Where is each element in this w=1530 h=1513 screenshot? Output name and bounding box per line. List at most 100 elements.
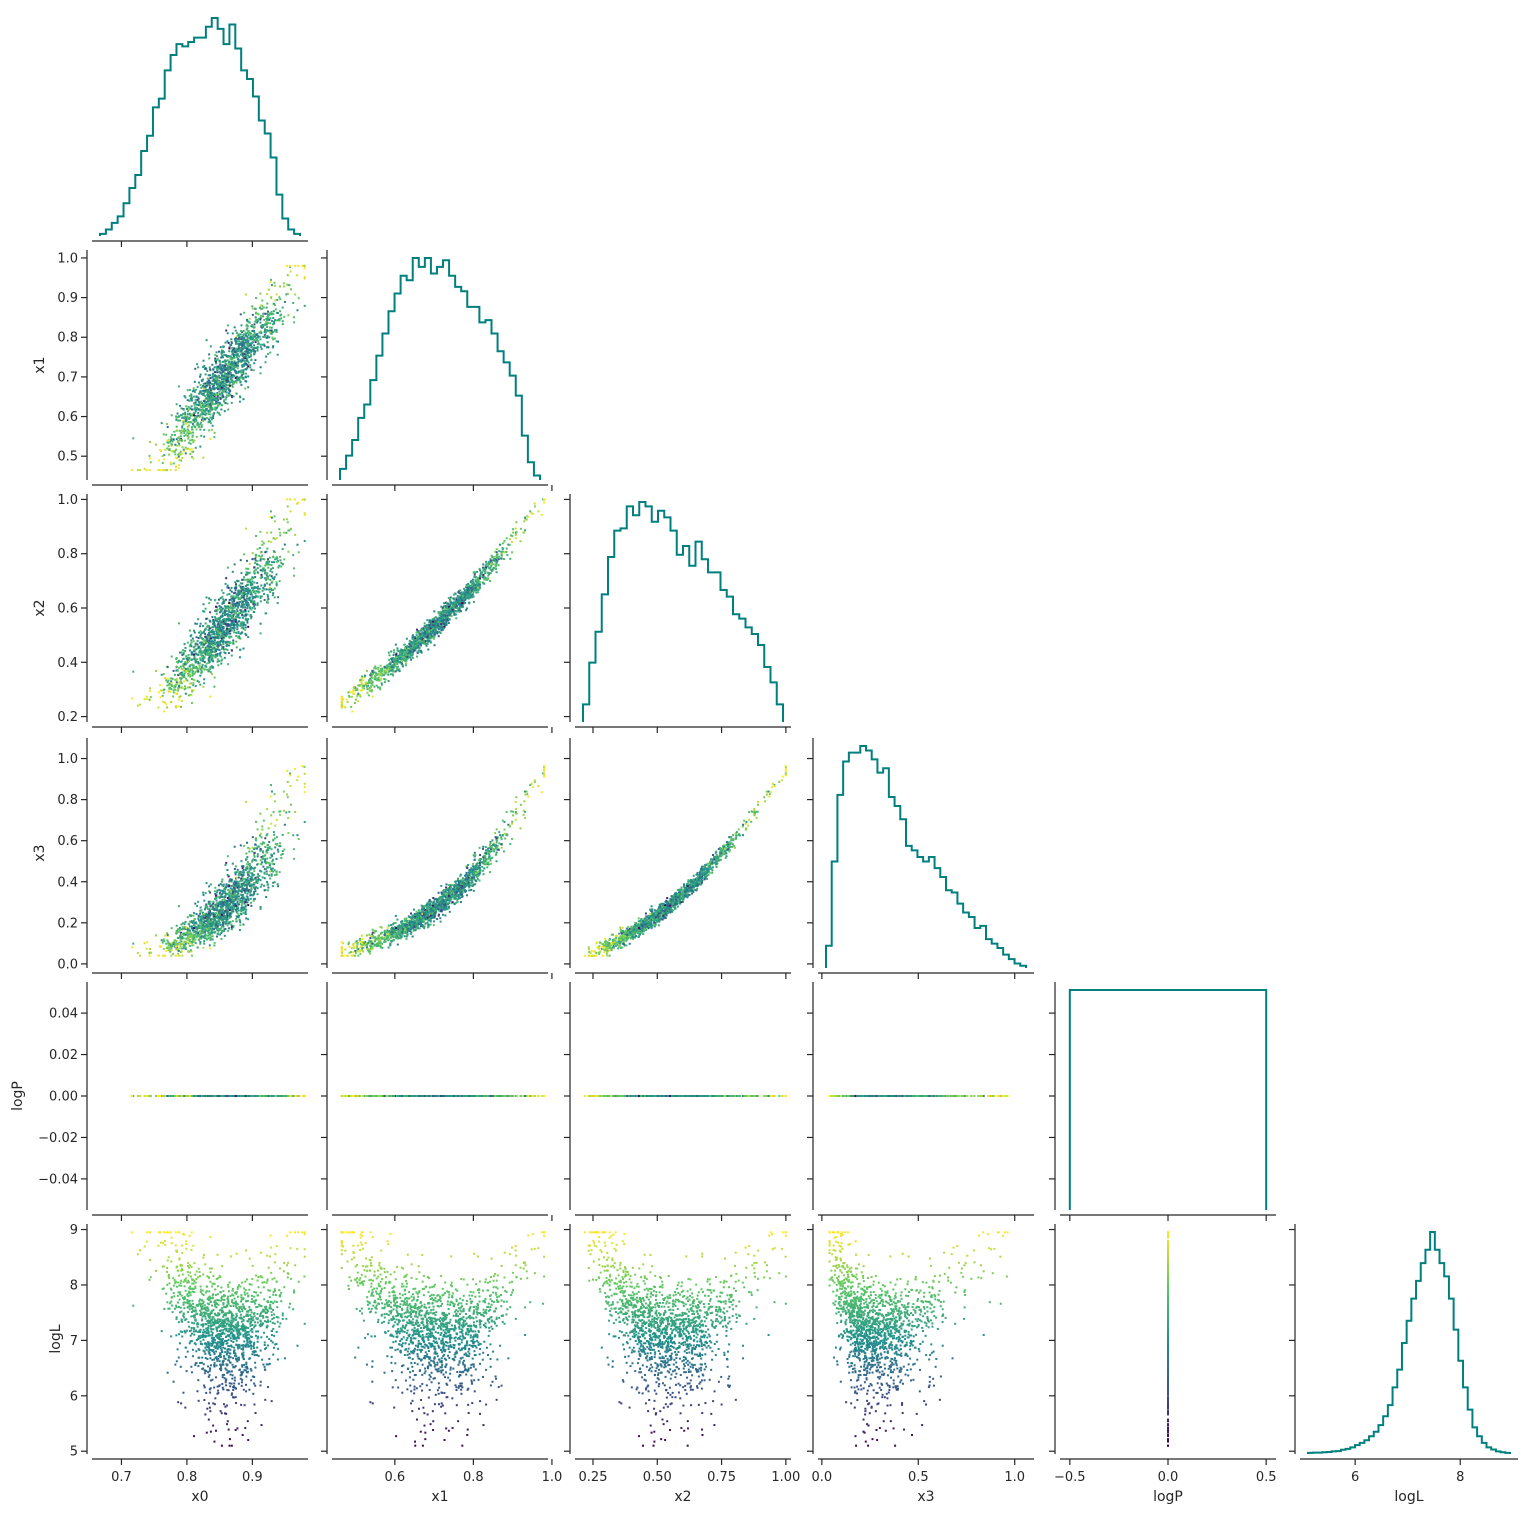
scatter-point: [200, 379, 203, 382]
scatter-point: [209, 391, 212, 394]
scatter-point: [164, 701, 167, 704]
scatter-point: [179, 677, 182, 680]
scatter-point: [442, 620, 445, 623]
scatter-point: [211, 424, 214, 427]
scatter-point: [241, 621, 244, 624]
scatter-point: [209, 377, 212, 380]
scatter-point: [366, 685, 369, 688]
scatter-point: [211, 655, 214, 658]
scatter-point: [230, 368, 233, 371]
scatter-point: [214, 617, 217, 620]
scatter-point: [476, 579, 479, 582]
scatter-point: [190, 426, 193, 429]
scatter-point: [385, 667, 388, 670]
scatter-point: [190, 694, 193, 697]
scatter-point: [449, 596, 452, 599]
scatter-point: [218, 359, 221, 362]
scatter-point: [244, 357, 247, 360]
scatter-point: [184, 429, 187, 432]
scatter-point: [259, 879, 262, 882]
scatter-point: [145, 947, 148, 950]
scatter-point: [228, 630, 231, 633]
scatter-point: [225, 375, 228, 378]
scatter-point: [201, 658, 204, 661]
scatter-point: [224, 388, 227, 391]
scatter-point: [216, 634, 219, 637]
scatter-point: [248, 589, 251, 592]
scatter-point: [374, 665, 377, 668]
scatter-point: [205, 385, 208, 388]
scatter-point: [184, 687, 187, 690]
scatter-point: [195, 403, 198, 406]
scatter-point: [379, 679, 382, 682]
scatter-point: [379, 669, 382, 672]
scatter-point: [177, 659, 180, 662]
scatter-point: [285, 531, 288, 534]
scatter-point: [173, 433, 176, 436]
scatter-point: [391, 672, 394, 675]
scatter-point: [247, 386, 250, 389]
scatter-point: [159, 684, 162, 687]
scatter-point: [235, 587, 238, 590]
scatter-point: [190, 405, 193, 408]
scatter-point: [259, 318, 262, 321]
scatter-point: [221, 607, 224, 610]
scatter-point: [458, 610, 461, 613]
scatter-point: [243, 333, 246, 336]
scatter-point: [244, 338, 247, 341]
scatter-point: [253, 329, 256, 332]
scatter-point: [278, 528, 281, 531]
scatter-point: [235, 332, 238, 335]
scatter-point: [192, 666, 195, 669]
scatter-point: [190, 652, 193, 655]
scatter-point: [228, 607, 231, 610]
scatter-point: [193, 412, 196, 415]
scatter-point: [236, 352, 239, 355]
scatter-point: [177, 453, 180, 456]
scatter-point: [286, 505, 289, 508]
scatter-point: [233, 629, 236, 632]
scatter-point: [243, 345, 246, 348]
scatter-point: [219, 385, 222, 388]
scatter-point: [189, 693, 192, 696]
scatter-point: [243, 362, 246, 365]
scatter-point: [247, 567, 250, 570]
scatter-point: [386, 665, 389, 668]
scatter-point: [369, 687, 372, 690]
scatter-point: [397, 649, 400, 652]
scatter-point: [229, 366, 232, 369]
scatter-point: [243, 553, 246, 556]
scatter-point: [254, 556, 257, 559]
scatter-point: [261, 589, 264, 592]
scatter-point: [194, 367, 197, 370]
scatter-point: [200, 643, 203, 646]
scatter-point: [230, 381, 233, 384]
scatter-point: [209, 936, 212, 939]
scatter-point: [241, 374, 244, 377]
scatter-point: [230, 635, 233, 638]
scatter-point: [225, 605, 228, 608]
scatter-point: [253, 353, 256, 356]
scatter-point: [214, 629, 217, 632]
scatter-point: [149, 947, 152, 950]
scatter-point: [236, 580, 239, 583]
scatter-point: [204, 646, 207, 649]
scatter-point: [253, 326, 256, 329]
scatter-point: [228, 362, 231, 365]
scatter-point: [213, 623, 216, 626]
scatter-point: [226, 640, 229, 643]
scatter-point: [231, 385, 234, 388]
scatter-point: [222, 633, 225, 636]
scatter-point: [172, 952, 175, 955]
scatter-point: [186, 667, 189, 670]
scatter-point: [432, 626, 435, 629]
scatter-point: [473, 588, 476, 591]
scatter-point: [293, 857, 296, 860]
scatter-point: [455, 604, 458, 607]
scatter-point: [262, 587, 265, 590]
scatter-point: [193, 679, 196, 682]
scatter-point: [191, 929, 194, 932]
scatter-point: [245, 600, 248, 603]
scatter-point: [243, 615, 246, 618]
scatter-point: [389, 663, 392, 666]
